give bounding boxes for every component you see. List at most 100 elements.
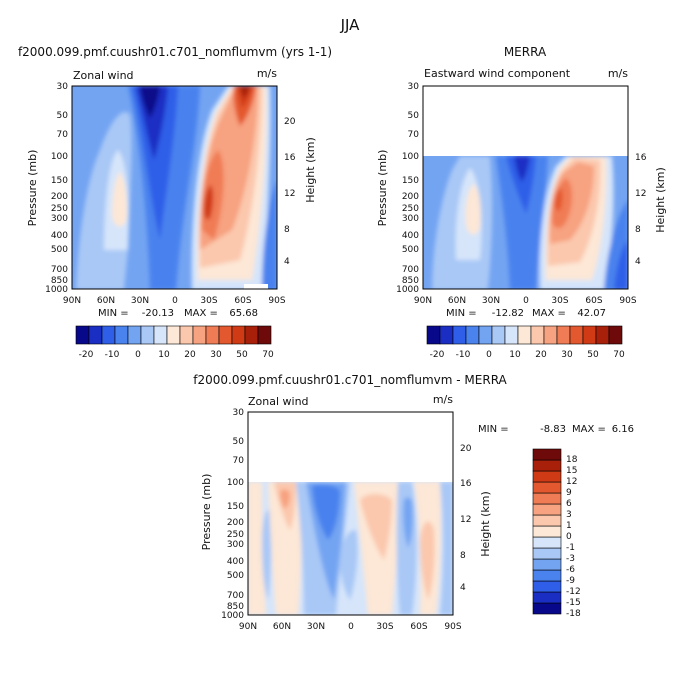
x-tick-label: 60S <box>585 296 602 306</box>
colorbar-swatch <box>532 448 562 461</box>
colorbar-swatch <box>532 470 562 483</box>
contour-band-easterly-core <box>132 86 178 240</box>
y-tick-label: 100 <box>51 152 68 162</box>
y-tick-label: 200 <box>227 518 244 528</box>
contour-field <box>248 482 453 615</box>
contour-band-easterly-peak <box>514 156 530 182</box>
colorbar-tick-label: 9 <box>566 488 572 498</box>
right-tick-label: 12 <box>635 189 646 199</box>
y-tick-label: 300 <box>51 214 68 224</box>
contour-band-easterly-max <box>140 86 160 118</box>
colorbar-ticks: -20 -10 0 10 20 30 50 70 <box>79 350 274 360</box>
colorbar-swatch <box>504 325 519 345</box>
colorbar-swatch <box>478 325 493 345</box>
right-tick-label: 8 <box>460 551 466 561</box>
colorbar-tick-label: 0 <box>566 532 572 542</box>
x-tick-label: 90N <box>63 296 81 306</box>
min-max-readout: MIN = -12.82 MAX = 42.07 <box>446 308 606 319</box>
min-max-readout: MIN = -20.13 MAX = 65.68 <box>98 308 258 319</box>
right-tick-label: 4 <box>284 257 290 267</box>
colorbar-swatch <box>192 325 207 345</box>
diff-band-pos-60n-3 <box>280 489 290 509</box>
y-tick-label: 250 <box>402 204 419 214</box>
plot-frame <box>71 85 278 290</box>
y-tick-label: 500 <box>227 571 244 581</box>
colorbar-swatch <box>556 325 571 345</box>
colorbar-tick-label: -3 <box>566 554 575 564</box>
x-tick-label: 90N <box>239 622 257 632</box>
contour-band-polar <box>262 180 277 289</box>
plot-frame <box>422 85 629 290</box>
colorbar-swatch <box>532 591 562 604</box>
y-tick-label: 500 <box>402 245 419 255</box>
y-tick-label: 250 <box>51 204 68 214</box>
panel-title: f2000.099.pmf.cuushr01.c701_nomflumvm - … <box>193 373 507 387</box>
contour-band-easterly-peak <box>136 86 168 160</box>
y-axis: 30 50 70 100 150 200 250 300 400 500 700… <box>221 408 244 621</box>
colorbar-tick-label: 0 <box>135 350 141 360</box>
right-tick-label: 20 <box>460 444 472 454</box>
diff-band-neg-60s-2 <box>403 497 413 548</box>
contour-field <box>72 86 277 289</box>
right-tick-label: 4 <box>635 257 641 267</box>
y-tick-label: 500 <box>51 245 68 255</box>
colorbar-swatch <box>582 325 597 345</box>
right-axis: 20 16 12 8 4 <box>284 117 296 267</box>
x-tick-label: 60S <box>410 622 427 632</box>
x-tick-label: 30N <box>131 296 149 306</box>
min-label: MIN = <box>446 308 477 319</box>
colorbar-swatch <box>532 503 562 516</box>
panel-units: m/s <box>433 393 453 406</box>
colorbar-swatch <box>426 325 441 345</box>
right-axis-label: Height (km) <box>654 167 667 233</box>
colorbar-tick-label: 50 <box>587 350 599 360</box>
colorbar-tick-label: -10 <box>456 350 471 360</box>
y-tick-label: 250 <box>227 530 244 540</box>
x-axis: 90N 60N 30N 0 30S 60S 90S <box>414 296 637 306</box>
contour-band-jet-sh-core <box>554 188 563 211</box>
colorbar-swatch <box>532 536 562 549</box>
contour-band-pos-jet-nh <box>112 172 128 227</box>
colorbar-swatch <box>88 325 103 345</box>
colorbar-tick-label: 30 <box>561 350 573 360</box>
colorbar-tick-label: 6 <box>566 499 572 509</box>
colorbar-swatch <box>244 325 259 345</box>
y-tick-label: 1000 <box>45 285 68 295</box>
colorbar-tick-label: -10 <box>105 350 120 360</box>
right-axis-label: Height (km) <box>304 137 317 203</box>
y-tick-label: 400 <box>227 557 244 567</box>
colorbar-tick-label: 3 <box>566 510 572 520</box>
colorbar-swatch <box>140 325 155 345</box>
y-tick-label: 70 <box>233 456 245 466</box>
colorbar-swatch <box>532 492 562 505</box>
x-tick-label: 90S <box>619 296 636 306</box>
colorbar-swatch <box>114 325 129 345</box>
colorbar-swatch <box>465 325 480 345</box>
colorbar-tick-label: 10 <box>158 350 170 360</box>
right-tick-label: 16 <box>460 479 472 489</box>
x-tick-label: 30N <box>482 296 500 306</box>
colorbar-tick-label: -15 <box>566 598 581 608</box>
y-tick-label: 700 <box>402 265 419 275</box>
colorbar-swatch <box>532 547 562 560</box>
colorbar-swatch <box>532 558 562 571</box>
colorbar-tick-label: 12 <box>566 477 577 487</box>
max-label: MAX = <box>572 424 606 435</box>
y-tick-label: 400 <box>402 231 419 241</box>
y-tick-label: 30 <box>233 408 245 418</box>
colorbar-swatches <box>532 448 562 615</box>
plot-frame <box>247 411 454 616</box>
contour-band-polar-core <box>614 240 628 289</box>
colorbar: 18 15 12 9 6 3 1 0 -1 -3 -6 -9 -12 -15 -… <box>532 448 581 619</box>
colorbar-swatch <box>532 481 562 494</box>
colorbar-swatch <box>532 569 562 582</box>
y-tick-label: 70 <box>408 130 420 140</box>
x-tick-label: 90S <box>268 296 285 306</box>
right-tick-label: 16 <box>635 153 647 163</box>
min-max-readout: MIN = -8.83 MAX = 6.16 <box>478 424 634 435</box>
right-axis: 20 16 12 8 4 <box>460 444 472 593</box>
colorbar-tick-label: 15 <box>566 466 577 476</box>
colorbar-swatch <box>569 325 584 345</box>
panel-units: m/s <box>608 67 628 80</box>
